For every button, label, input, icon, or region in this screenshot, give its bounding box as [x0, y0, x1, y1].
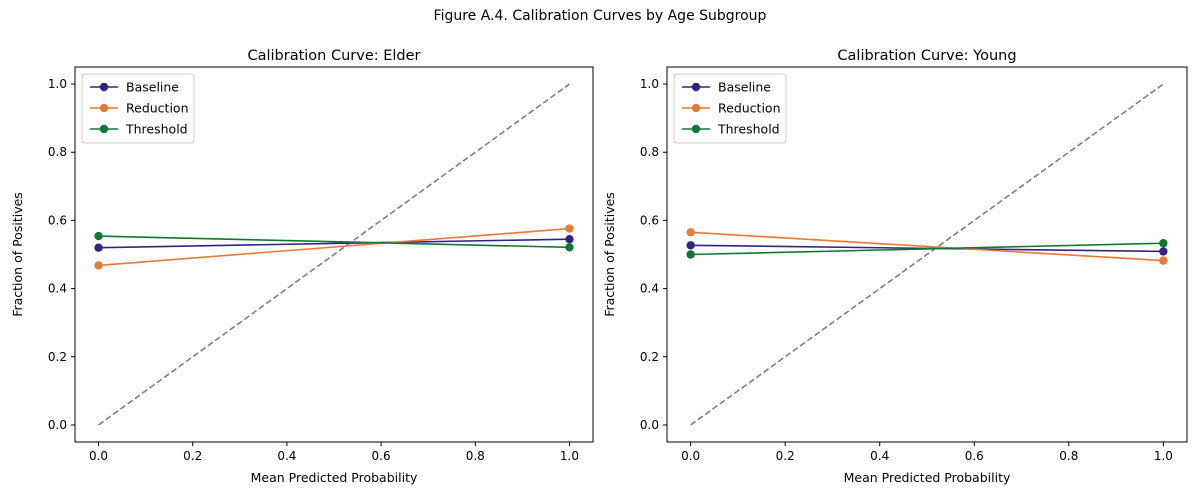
x-tick-label: 0.6: [965, 449, 984, 463]
data-point-reduction: [94, 261, 103, 270]
series-line-baseline: [98, 238, 570, 249]
legend-entry: Reduction: [718, 101, 781, 116]
x-tick-label: 0.8: [1059, 449, 1078, 463]
legend-entry: Baseline: [126, 80, 179, 95]
legend-entry: Reduction: [126, 101, 189, 116]
y-tick-label: 0.0: [640, 418, 659, 432]
y-tick-label: 0.6: [48, 213, 67, 227]
y-tick-label: 0.8: [640, 145, 659, 159]
chart-panel-2: Calibration Curve: Young 0.0 0.2 0.4 0.6 0.8 1…: [602, 48, 1188, 485]
x-tick-label: 0.4: [277, 449, 296, 463]
y-tick-label: 0.4: [640, 282, 659, 296]
figure-title: Figure A.4. Calibration Curves by Age Su…: [433, 8, 767, 24]
x-axis-label: Mean Predicted Probability: [251, 470, 418, 485]
series-line-threshold: [690, 242, 1164, 256]
data-point-threshold: [686, 250, 695, 259]
data-point-threshold: [94, 231, 103, 241]
series-line-reduction: [690, 231, 1164, 262]
axes-frame: [666, 66, 1188, 443]
data-point-reduction: [565, 224, 574, 233]
legend-swatch-marker: [691, 82, 701, 92]
chart-title: Calibration Curve: Young: [837, 48, 1016, 64]
legend-entry: Threshold: [717, 122, 780, 137]
y-axis-label: Fraction of Positives: [602, 192, 617, 317]
axes-frame: [74, 66, 594, 443]
data-point-baseline: [1159, 247, 1168, 256]
y-tick-label: 0.2: [640, 350, 659, 364]
legend-swatch-marker: [691, 103, 701, 113]
chart-panel-1: Calibration Curve: Elder 0.0 0.2 0.4 0.6 0.8 1…: [10, 48, 594, 485]
x-tick-label: 0.0: [681, 449, 700, 463]
legend-swatch-marker: [99, 82, 109, 92]
legend: Baseline Reduction Threshold: [81, 73, 195, 144]
data-point-baseline: [94, 243, 103, 252]
legend-swatch-marker: [99, 103, 109, 113]
chart-title: Calibration Curve: Elder: [247, 48, 420, 64]
x-tick-label: 0.2: [776, 449, 795, 463]
y-axis-label: Fraction of Positives: [10, 192, 25, 317]
perfect-calibration-line: [690, 83, 1164, 426]
y-tick-label: 1.0: [640, 77, 659, 91]
legend-swatch-marker: [99, 124, 109, 134]
x-tick-label: 0.4: [870, 449, 889, 463]
data-point-baseline: [686, 241, 695, 250]
legend-box: [81, 73, 195, 144]
y-tick-label: 0.4: [48, 282, 67, 296]
y-tick-label: 1.0: [48, 77, 67, 91]
data-point-baseline: [565, 234, 574, 244]
x-tick-label: 0.0: [89, 449, 108, 463]
x-tick-label: 0.6: [372, 449, 391, 463]
data-point-threshold: [1159, 239, 1168, 248]
series-line-threshold: [98, 235, 570, 249]
data-point-reduction: [686, 228, 695, 237]
y-tick-label: 0.8: [48, 145, 67, 159]
legend-entry: Threshold: [125, 122, 188, 137]
x-tick-label: 0.8: [466, 449, 485, 463]
x-tick-label: 0.2: [183, 449, 202, 463]
legend-box: [673, 73, 787, 144]
legend-entry: Baseline: [718, 80, 771, 95]
y-tick-label: 0.2: [48, 350, 67, 364]
legend: Baseline Reduction Threshold: [673, 73, 787, 144]
y-tick-label: 0.6: [640, 213, 659, 227]
x-tick-label: 1.0: [560, 449, 579, 463]
y-tick-label: 0.0: [48, 418, 67, 432]
x-tick-label: 1.0: [1154, 449, 1173, 463]
series-line-reduction: [98, 227, 570, 267]
data-point-reduction: [1159, 256, 1168, 265]
data-point-threshold: [565, 243, 574, 252]
x-axis-label: Mean Predicted Probability: [844, 470, 1011, 485]
perfect-calibration-line: [98, 83, 570, 426]
legend-swatch-marker: [691, 124, 701, 134]
